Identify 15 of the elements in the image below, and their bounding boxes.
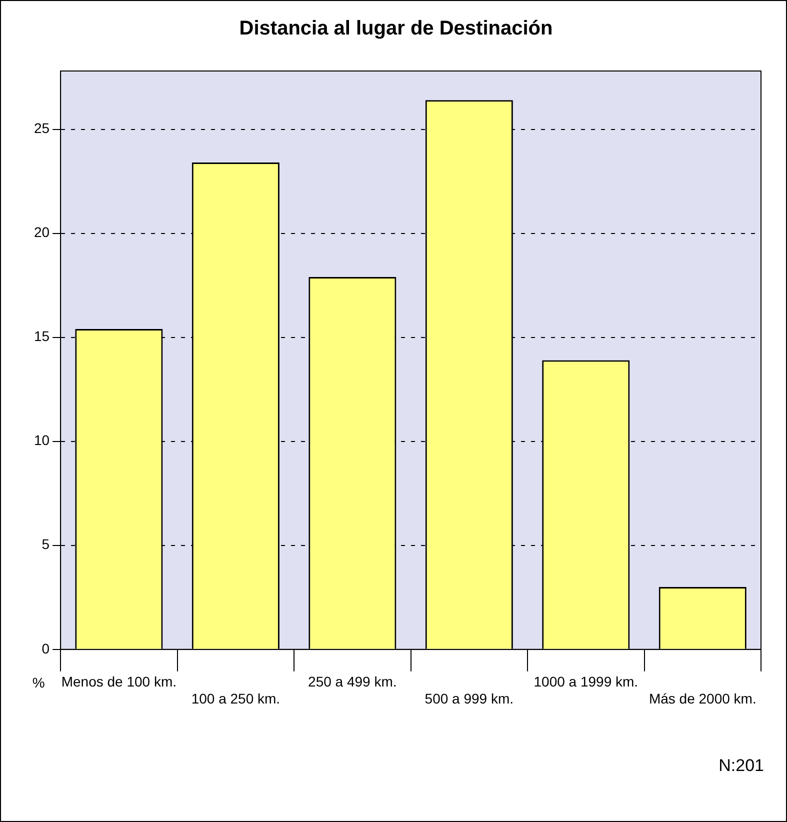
y-tick-label: 5	[42, 536, 50, 552]
chart-title: Distancia al lugar de Destinación	[239, 18, 553, 40]
x-tick-label: Menos de 100 km.	[61, 674, 177, 690]
y-tick-label: 0	[42, 640, 50, 656]
y-axis-title: %	[32, 674, 45, 690]
x-tick-label: Más de 2000 km.	[648, 690, 756, 706]
text: N:201	[718, 756, 764, 776]
x-tick-label: 250 a 499 km.	[308, 674, 397, 690]
x-tick-label: 100 a 250 km.	[191, 690, 280, 706]
y-tick-label: 20	[34, 224, 50, 240]
x-tick-label: 500 a 999 km.	[424, 690, 514, 706]
y-tick-label: 10	[34, 432, 50, 448]
y-tick-label: 25	[34, 120, 50, 136]
y-tick-label: 15	[34, 328, 50, 344]
x-tick-label: 1000 a 1999 km.	[534, 674, 638, 690]
